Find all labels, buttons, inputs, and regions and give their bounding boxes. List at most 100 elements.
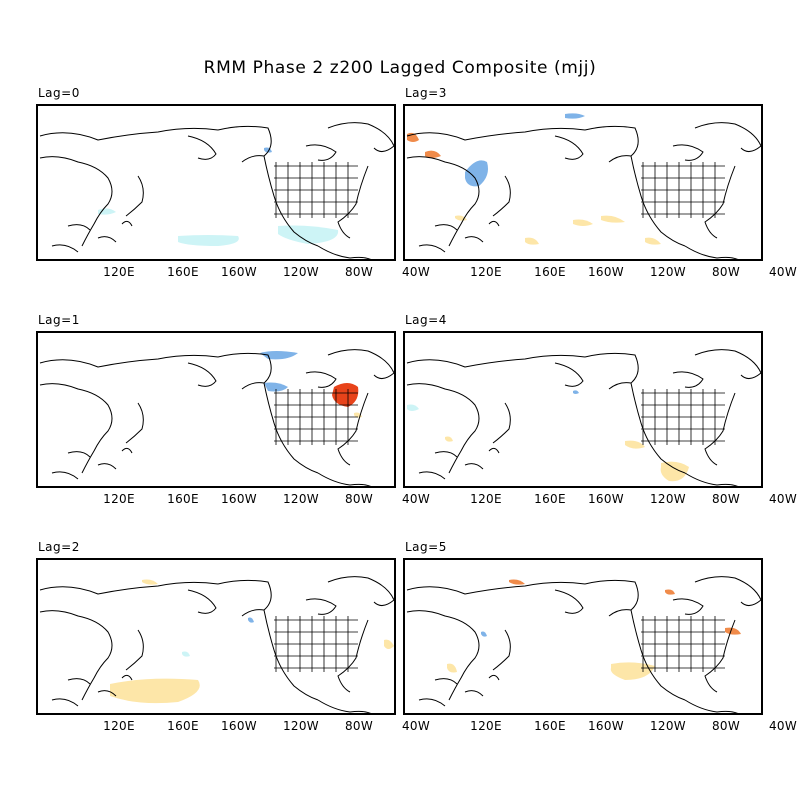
coastline (464, 236, 484, 243)
longitude-tick-label: 160W (588, 719, 624, 733)
coastline (39, 610, 113, 701)
longitude-tick-label: 160E (167, 492, 199, 506)
coastline (39, 354, 219, 368)
coastline (263, 609, 319, 701)
anomaly-shading (573, 390, 579, 394)
coastline (704, 165, 736, 239)
us-state-borders (274, 389, 358, 445)
coastline (488, 220, 500, 227)
longitude-tick-label: 160W (221, 492, 257, 506)
map-canvas (39, 349, 394, 486)
coastline (67, 451, 91, 458)
longitude-tick-label: 80W (344, 719, 374, 733)
longitude-tick-label: 40W (768, 719, 798, 733)
coastline (406, 383, 480, 474)
coastline (51, 471, 79, 480)
coastline (584, 125, 639, 163)
map-frame (36, 104, 396, 261)
panel-label: Lag=0 (38, 86, 80, 100)
coastline (630, 155, 686, 247)
anomaly-shading (601, 215, 625, 223)
longitude-tick-label: 160E (167, 265, 199, 279)
coastline (434, 451, 458, 458)
longitude-tick-label: 120W (283, 719, 319, 733)
coastline (187, 135, 217, 160)
coastline (488, 674, 500, 681)
us-state-borders (641, 162, 725, 218)
coastline (406, 610, 480, 701)
map-frame (403, 558, 763, 715)
longitude-tick-label: 160W (221, 719, 257, 733)
anomaly-shading (178, 235, 239, 246)
coastline (694, 122, 761, 152)
longitude-tick-label: 160W (588, 265, 624, 279)
coastline (418, 244, 446, 253)
anomaly-shading (665, 589, 675, 595)
coastline (694, 349, 761, 379)
longitude-tick-label: 160E (534, 492, 566, 506)
longitude-tick-label: 120E (470, 265, 502, 279)
longitude-tick-label: 40W (768, 492, 798, 506)
panel-label: Lag=2 (38, 540, 80, 554)
anomaly-shading (465, 160, 488, 187)
coastline (672, 371, 704, 388)
anomaly-shading (645, 237, 661, 245)
longitude-tick-label: 160E (534, 265, 566, 279)
coastline (464, 690, 484, 697)
map-frame (403, 104, 763, 261)
longitude-tick-label: 120E (470, 719, 502, 733)
figure-title: RMM Phase 2 z200 Lagged Composite (mjj) (203, 58, 597, 78)
anomaly-shading (610, 662, 655, 680)
longitude-tick-label: 160W (588, 492, 624, 506)
anomaly-shading (481, 631, 487, 637)
longitude-tick-label: 80W (711, 492, 741, 506)
coastline (630, 382, 686, 474)
anomaly-shading (110, 678, 200, 704)
coastline (263, 382, 319, 474)
coastline (39, 581, 219, 595)
coastline (187, 589, 217, 614)
coastline (492, 402, 511, 444)
coastline (418, 698, 446, 707)
us-state-borders (641, 389, 725, 445)
anomaly-shading (625, 440, 645, 449)
coastline (337, 619, 369, 693)
coastline (694, 576, 761, 606)
coastline (704, 619, 736, 693)
longitude-tick-label: 160E (534, 719, 566, 733)
map-frame (36, 331, 396, 488)
longitude-tick-label: 80W (344, 265, 374, 279)
coastline (684, 245, 738, 259)
coastline (51, 698, 79, 707)
map-canvas (406, 349, 761, 486)
coastline (125, 402, 144, 444)
anomaly-shading (182, 651, 190, 657)
anomaly-shading (384, 639, 394, 649)
coastline (488, 447, 500, 454)
coastline (704, 392, 736, 466)
anomaly-shading (425, 150, 441, 158)
anomaly-shading (264, 382, 288, 392)
map-canvas (406, 113, 761, 259)
map-frame (403, 331, 763, 488)
anomaly-shading (525, 237, 539, 245)
anomaly-shading (447, 663, 457, 673)
longitude-tick-label: 160E (167, 719, 199, 733)
coastline (317, 699, 371, 713)
coastline (121, 674, 133, 681)
coastline (327, 349, 394, 379)
coastline (492, 175, 511, 217)
map-frame (36, 558, 396, 715)
coastline (51, 244, 79, 253)
panel-label: Lag=5 (405, 540, 447, 554)
coastline (337, 392, 369, 466)
longitude-tick-label: 120E (103, 492, 135, 506)
map-canvas (39, 576, 394, 713)
coastline (672, 144, 704, 161)
anomaly-shading (725, 627, 741, 635)
coastline (327, 576, 394, 606)
coastline (684, 472, 738, 486)
coastline (337, 165, 369, 239)
longitude-tick-label: 80W (711, 719, 741, 733)
longitude-tick-label: 160W (221, 265, 257, 279)
